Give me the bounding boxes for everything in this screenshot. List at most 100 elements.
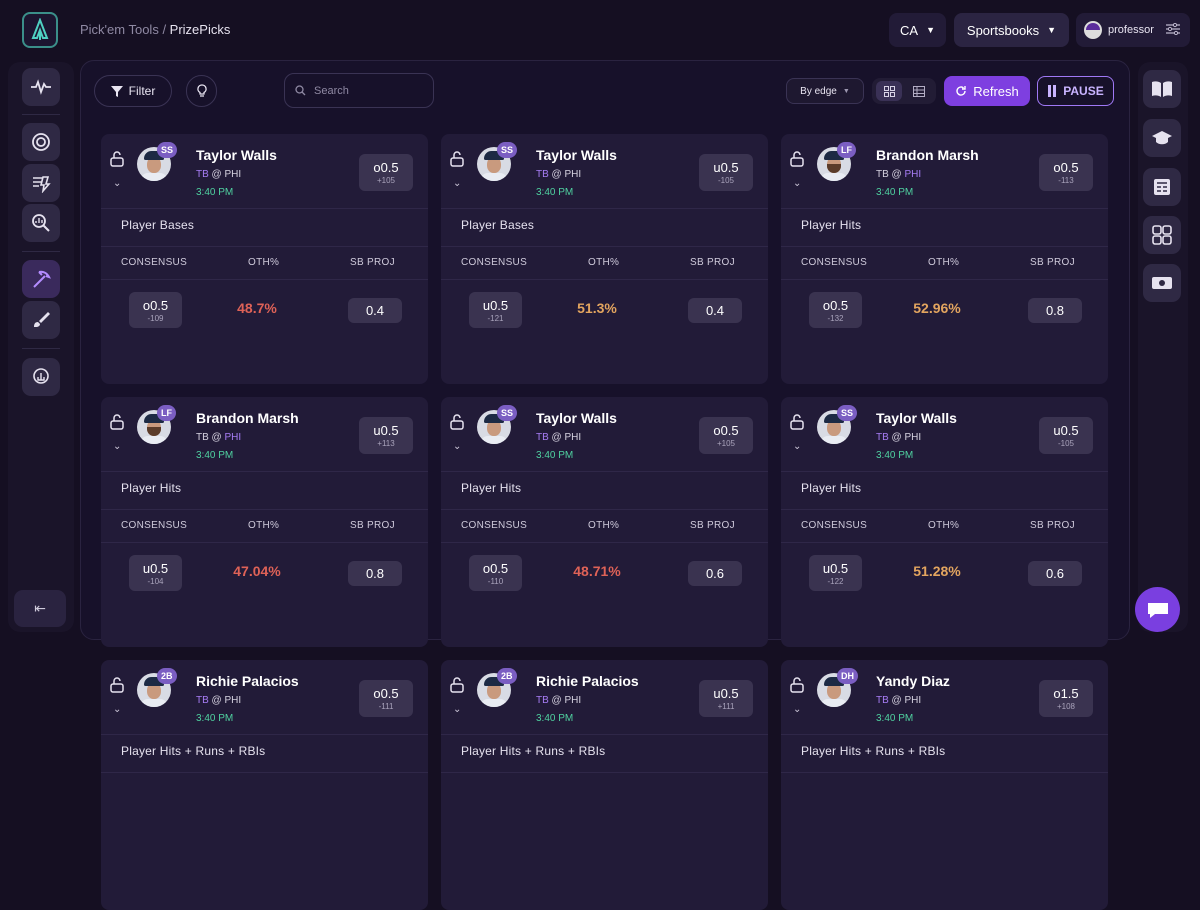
sportsbooks-select[interactable]: Sportsbooks ▼ [954, 13, 1069, 47]
sidebar-item-brush[interactable] [22, 301, 60, 339]
sidebar-item-insights[interactable] [22, 358, 60, 396]
unlock-icon[interactable] [110, 677, 124, 698]
prop-card[interactable]: ⌄ SS Taylor Walls TB @ PHI 3:40 PM u0.5 … [441, 134, 768, 384]
prop-line-box[interactable]: o0.5 +105 [699, 417, 753, 454]
game-time: 3:40 PM [536, 187, 574, 198]
position-badge: SS [837, 405, 858, 421]
consensus-line: o0.5 [142, 297, 169, 313]
newspaper-icon [1154, 179, 1170, 195]
prop-line: o0.5 [373, 686, 399, 701]
unlock-icon[interactable] [110, 414, 124, 435]
position-badge: LF [837, 142, 856, 158]
app-logo[interactable] [22, 12, 58, 48]
chevron-down-icon[interactable]: ⌄ [113, 704, 122, 715]
sb-projection: 0.4 [688, 298, 742, 323]
prop-line-box[interactable]: o1.5 +108 [1039, 680, 1093, 717]
chevron-down-icon[interactable]: ⌄ [793, 178, 802, 189]
prop-card[interactable]: ⌄ DH Yandy Diaz TB @ PHI 3:40 PM o1.5 +1… [781, 660, 1108, 910]
home-team: PHI [224, 695, 242, 706]
collapse-sidebar-button[interactable]: ⇤ [14, 590, 66, 627]
prop-odds: -111 [378, 702, 394, 711]
divider [441, 208, 768, 209]
refresh-button[interactable]: Refresh [944, 76, 1030, 106]
chevron-down-icon[interactable]: ⌄ [453, 704, 462, 715]
prop-line-box[interactable]: o0.5 -111 [359, 680, 413, 717]
chevron-down-icon[interactable]: ⌄ [453, 178, 462, 189]
calculator-icon-button[interactable] [1143, 216, 1181, 254]
chevron-down-icon[interactable]: ⌄ [113, 441, 122, 452]
region-select[interactable]: CA ▼ [889, 13, 946, 47]
prop-card[interactable]: ⌄ SS Taylor Walls TB @ PHI 3:40 PM o0.5 … [441, 397, 768, 647]
unlock-icon[interactable] [790, 414, 804, 435]
player-name: Brandon Marsh [876, 147, 979, 163]
sidebar-item-pickaxe[interactable] [22, 260, 60, 298]
unlock-icon[interactable] [790, 151, 804, 172]
sidebar-item-target[interactable] [22, 123, 60, 161]
breadcrumb-parent[interactable]: Pick'em Tools [80, 22, 159, 37]
prop-line-box[interactable]: u0.5 -105 [1039, 417, 1093, 454]
away-team: TB [196, 169, 209, 180]
sidebar-item-research[interactable] [22, 204, 60, 242]
matchup: TB @ PHI [876, 432, 922, 443]
prop-line: o0.5 [713, 423, 739, 438]
matchup: TB @ PHI [536, 169, 582, 180]
chevron-down-icon[interactable]: ⌄ [453, 441, 462, 452]
prop-line-box[interactable]: u0.5 +111 [699, 680, 753, 717]
player-name: Brandon Marsh [196, 410, 299, 426]
unlock-icon[interactable] [450, 151, 464, 172]
unlock-icon[interactable] [450, 414, 464, 435]
prop-card[interactable]: ⌄ LF Brandon Marsh TB @ PHI 3:40 PM u0.5… [101, 397, 428, 647]
prop-line-box[interactable]: u0.5 -105 [699, 154, 753, 191]
prop-card[interactable]: ⌄ SS Taylor Walls TB @ PHI 3:40 PM u0.5 … [781, 397, 1108, 647]
grid-view-button[interactable] [876, 81, 902, 101]
settings-sliders-icon[interactable] [1165, 22, 1180, 38]
chevron-down-icon[interactable]: ⌄ [793, 704, 802, 715]
sidebar-item-pickem[interactable] [22, 164, 60, 202]
away-team: TB [876, 432, 889, 443]
tips-button[interactable] [186, 75, 217, 107]
prop-odds: +108 [1056, 702, 1076, 711]
filter-button[interactable]: Filter [94, 75, 172, 107]
prop-card[interactable]: ⌄ SS Taylor Walls TB @ PHI 3:40 PM o0.5 … [101, 134, 428, 384]
unlock-icon[interactable] [110, 151, 124, 172]
chat-button[interactable] [1135, 587, 1180, 632]
pause-button[interactable]: PAUSE [1037, 76, 1114, 106]
book-icon-button[interactable] [1143, 70, 1181, 108]
divider [441, 246, 768, 247]
divider [781, 542, 1108, 543]
consensus-line: o0.5 [822, 297, 849, 313]
money-icon-button[interactable] [1143, 264, 1181, 302]
user-menu[interactable]: professor [1076, 13, 1190, 47]
prop-card[interactable]: ⌄ 2B Richie Palacios TB @ PHI 3:40 PM o0… [101, 660, 428, 910]
position-badge: SS [497, 405, 518, 421]
table-view-button[interactable] [906, 81, 932, 101]
prop-odds: +105 [716, 439, 736, 448]
prop-odds: +113 [377, 439, 395, 448]
calculator-icon [1152, 225, 1172, 245]
divider [101, 208, 428, 209]
sort-select[interactable]: By edge ▼ [786, 78, 864, 104]
matchup: TB @ PHI [196, 169, 242, 180]
sbproj-header: SB PROJ [1030, 520, 1075, 531]
prop-card[interactable]: ⌄ 2B Richie Palacios TB @ PHI 3:40 PM u0… [441, 660, 768, 910]
unlock-icon[interactable] [790, 677, 804, 698]
game-time: 3:40 PM [196, 450, 234, 461]
away-team: TB [536, 169, 549, 180]
sidebar-item-pulse[interactable] [22, 68, 60, 106]
chevron-down-icon[interactable]: ⌄ [113, 178, 122, 189]
prop-line-box[interactable]: o0.5 +105 [359, 154, 413, 191]
chevron-down-icon[interactable]: ⌄ [793, 441, 802, 452]
consensus-line: o0.5 [482, 560, 509, 576]
search-input[interactable]: Search [284, 73, 434, 108]
game-time: 3:40 PM [876, 187, 914, 198]
consensus-box: o0.5 -109 [129, 292, 182, 328]
table-icon [913, 85, 925, 97]
news-icon-button[interactable] [1143, 168, 1181, 206]
consensus-odds: -132 [827, 313, 844, 323]
prop-line-box[interactable]: u0.5 +113 [359, 417, 413, 454]
unlock-icon[interactable] [450, 677, 464, 698]
prop-card[interactable]: ⌄ LF Brandon Marsh TB @ PHI 3:40 PM o0.5… [781, 134, 1108, 384]
education-icon-button[interactable] [1143, 119, 1181, 157]
divider [441, 509, 768, 510]
prop-line-box[interactable]: o0.5 -113 [1039, 154, 1093, 191]
